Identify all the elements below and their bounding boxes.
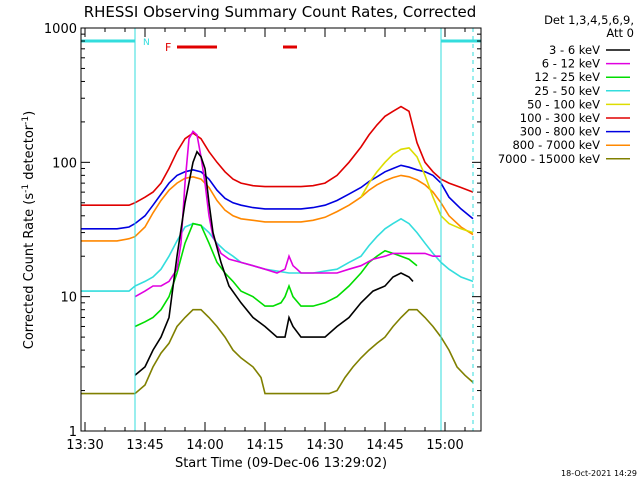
series-line-4: [360, 147, 474, 234]
y-axis-label-mid: detector: [22, 124, 37, 184]
night-label: N: [143, 38, 150, 48]
series-line-1: [134, 130, 441, 298]
x-tick-label: 14:15: [246, 438, 283, 453]
y-axis: 1 10 100 1000: [44, 22, 481, 440]
x-tick-label: 15:00: [426, 438, 463, 453]
x-tick-label: 14:00: [186, 438, 223, 453]
series-line-3: [81, 217, 474, 292]
legend-label-5: 100 - 300 keV: [520, 111, 600, 125]
x-tick-label: 14:45: [366, 438, 403, 453]
legend-header-line: Det 1,3,4,5,6,9,: [544, 13, 634, 27]
y-tick-label: 1: [69, 425, 77, 440]
x-tick-label: 13:45: [126, 438, 163, 453]
y-tick-label: 1000: [44, 22, 77, 37]
y-axis-label-sup-1: -1: [21, 184, 31, 193]
plot-frame: [80, 27, 482, 432]
legend-label-1: 6 - 12 keV: [542, 57, 600, 71]
flare-label: F: [165, 41, 171, 54]
legend-label-0: 3 - 6 keV: [549, 43, 600, 57]
series-line-7: [81, 174, 474, 242]
x-tick-label: 14:30: [306, 438, 343, 453]
plot-area: [81, 105, 474, 395]
x-tick-label: 13:30: [66, 438, 103, 453]
y-axis-label-main: Corrected Count Rate (s: [22, 193, 37, 350]
y-tick-label: 100: [52, 156, 77, 171]
legend-label-7: 800 - 7000 keV: [512, 138, 600, 152]
x-axis: 13:30 13:45 14:00 14:15 14:30 14:45 15:00: [66, 28, 466, 453]
series-line-8: [81, 308, 474, 395]
legend-header-line: Att 0: [606, 26, 634, 40]
timestamp: 18-Oct-2021 14:29: [561, 469, 637, 478]
x-axis-label: Start Time (09-Dec-06 13:29:02): [175, 456, 387, 471]
chart-title: RHESSI Observing Summary Count Rates, Co…: [84, 3, 477, 21]
y-axis-label-end: ): [22, 111, 37, 116]
y-tick-label: 10: [60, 291, 77, 306]
y-axis-label: Corrected Count Rate (s-1 detector-1): [21, 111, 37, 349]
legend-label-8: 7000 - 15000 keV: [498, 152, 600, 166]
legend-label-6: 300 - 800 keV: [520, 125, 600, 139]
legend-label-4: 50 - 100 keV: [527, 97, 600, 111]
legend-label-3: 25 - 50 keV: [534, 84, 600, 98]
series-line-6: [81, 164, 474, 230]
legend-label-2: 12 - 25 keV: [534, 70, 600, 84]
series-line-0: [134, 150, 414, 376]
series-line-5: [81, 105, 474, 206]
y-axis-label-sup-2: -1: [21, 116, 31, 125]
